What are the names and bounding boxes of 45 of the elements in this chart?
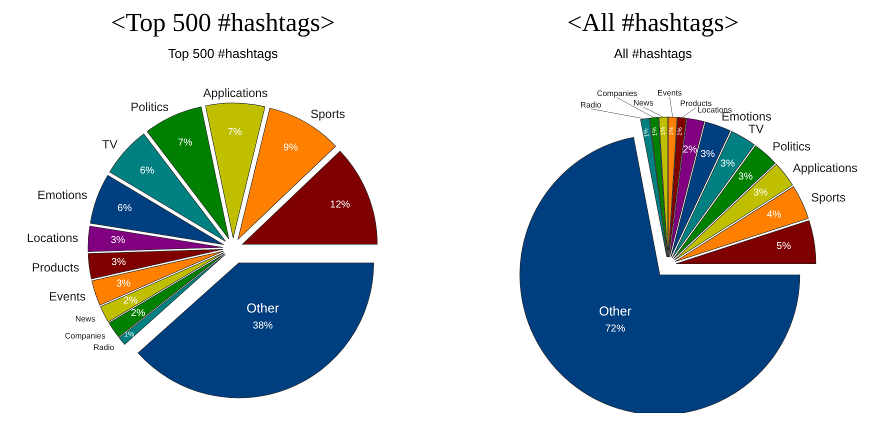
data-label: 3% — [700, 149, 716, 160]
slice-label: Politics — [772, 139, 811, 154]
slice-label: Radio — [580, 100, 602, 110]
data-label: 3% — [738, 172, 753, 183]
data-label: 3% — [110, 235, 126, 246]
data-label: 3% — [111, 257, 126, 268]
slice-label: News — [633, 98, 654, 108]
data-label: 4% — [766, 210, 782, 221]
data-label: 3% — [720, 158, 735, 170]
data-label: 9% — [283, 142, 298, 154]
slice-label: Events — [657, 88, 682, 98]
data-label: 38% — [252, 320, 273, 332]
slice-label: Companies — [64, 331, 106, 340]
data-label: 2% — [130, 308, 146, 319]
slice-label: Other — [598, 303, 632, 318]
chart-title: <Top 500 #hashtags> — [110, 8, 336, 38]
slice-label: Emotions — [37, 188, 88, 202]
data-label: 5% — [776, 241, 792, 252]
slice-label: Sports — [810, 190, 846, 205]
data-label: 6% — [117, 203, 132, 214]
slice-label: News — [75, 314, 96, 324]
chart-subtitle: Top 500 #hashtags — [167, 46, 279, 61]
slice-label: Applications — [203, 86, 268, 100]
slice-label: Products — [32, 260, 80, 275]
data-label: 7% — [178, 138, 192, 149]
data-label: 2% — [682, 144, 698, 156]
slice-label: Companies — [596, 89, 638, 98]
slice-label: Locations — [26, 231, 78, 246]
slice-label: Politics — [130, 100, 169, 114]
slice-label: Sports — [310, 106, 346, 121]
data-label: 2% — [123, 295, 138, 306]
data-label: 3% — [116, 278, 131, 290]
slice-label: TV — [748, 122, 764, 136]
slice-label: Applications — [792, 161, 858, 176]
data-label: 7% — [228, 127, 242, 138]
data-label: 6% — [140, 166, 154, 177]
data-label: 72% — [605, 323, 626, 334]
slice-label: Events — [49, 289, 86, 304]
chart-title: <All #hashtags> — [566, 8, 740, 38]
data-label: 3% — [753, 188, 768, 199]
slice-label: Other — [246, 300, 280, 316]
slice-label: TV — [102, 138, 118, 152]
slice-label: Radio — [93, 343, 115, 352]
data-label: 12% — [330, 200, 350, 211]
chart-subtitle: All #hashtags — [612, 46, 694, 61]
